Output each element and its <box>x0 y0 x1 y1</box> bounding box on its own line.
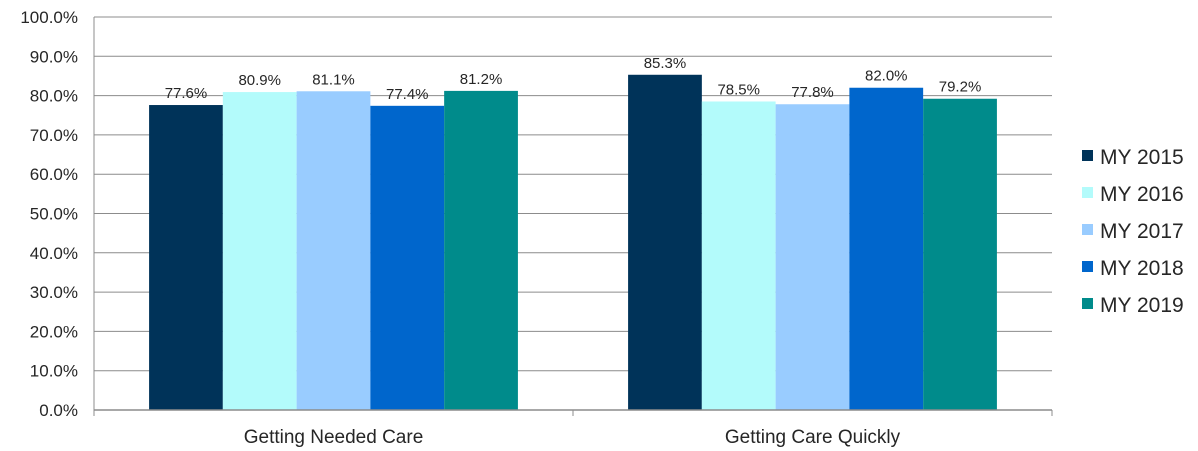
data-label: 77.4% <box>386 86 429 103</box>
legend-item: MY 2019 <box>1082 294 1184 317</box>
bar <box>849 87 924 411</box>
legend-label: MY 2015 <box>1100 146 1184 169</box>
data-label: 80.9% <box>238 72 281 89</box>
bar <box>370 105 445 411</box>
bar <box>923 98 997 410</box>
data-label: 77.8% <box>791 84 834 101</box>
y-tick-label: 100.0% <box>20 8 78 27</box>
data-label: 85.3% <box>644 55 687 72</box>
category-label: Getting Needed Care <box>244 427 424 448</box>
y-tick-label: 20.0% <box>30 322 78 341</box>
x-axis <box>93 17 1053 416</box>
y-tick-label: 80.0% <box>30 87 78 106</box>
data-label: 79.2% <box>939 79 982 96</box>
legend-swatch <box>1082 187 1093 198</box>
y-tick-label: 40.0% <box>30 244 78 263</box>
legend-label: MY 2016 <box>1100 183 1184 206</box>
y-axis-tick-labels: 0.0% 10.0% 20.0% 30.0% 40.0% 50.0% 60.0% 70.0% 8… <box>20 8 78 420</box>
legend-item: MY 2017 <box>1082 220 1184 243</box>
data-label: 81.1% <box>312 71 355 88</box>
bar <box>444 90 518 410</box>
legend-item: MY 2015 <box>1082 146 1184 169</box>
bar <box>296 91 371 410</box>
y-tick-label: 70.0% <box>30 126 78 145</box>
bars <box>149 74 997 411</box>
legend-item: MY 2018 <box>1082 257 1184 280</box>
y-tick-label: 30.0% <box>30 283 78 302</box>
category-labels: Getting Needed Care Getting Care Quickly <box>244 427 901 448</box>
bar <box>701 101 776 411</box>
legend-label: MY 2019 <box>1100 294 1184 317</box>
data-label: 81.2% <box>460 71 503 88</box>
legend-label: MY 2018 <box>1100 257 1184 280</box>
legend-swatch <box>1082 224 1093 235</box>
legend-swatch <box>1082 150 1093 161</box>
y-tick-label: 10.0% <box>30 362 78 381</box>
bar <box>775 104 850 410</box>
y-tick-label: 50.0% <box>30 205 78 224</box>
legend-swatch <box>1082 261 1093 272</box>
data-label: 82.0% <box>865 68 908 85</box>
legend-label: MY 2017 <box>1100 220 1184 243</box>
data-label: 78.5% <box>717 81 760 98</box>
bar <box>149 105 223 411</box>
legend-swatch <box>1082 298 1093 309</box>
y-tick-label: 60.0% <box>30 165 78 184</box>
data-labels: 77.6% 80.9% 81.1% 77.4% 81.2% 85.3% 78.5% 77.8%… <box>165 55 982 103</box>
category-label: Getting Care Quickly <box>725 427 901 448</box>
bar <box>628 74 702 411</box>
y-tick-label: 0.0% <box>39 401 78 420</box>
y-tick-label: 90.0% <box>30 47 78 66</box>
legend-item: MY 2016 <box>1082 183 1184 206</box>
bar <box>222 92 297 411</box>
data-label: 77.6% <box>165 85 208 102</box>
legend: MY 2015 MY 2016 MY 2017 MY 2018 MY 2019 <box>1082 146 1184 317</box>
